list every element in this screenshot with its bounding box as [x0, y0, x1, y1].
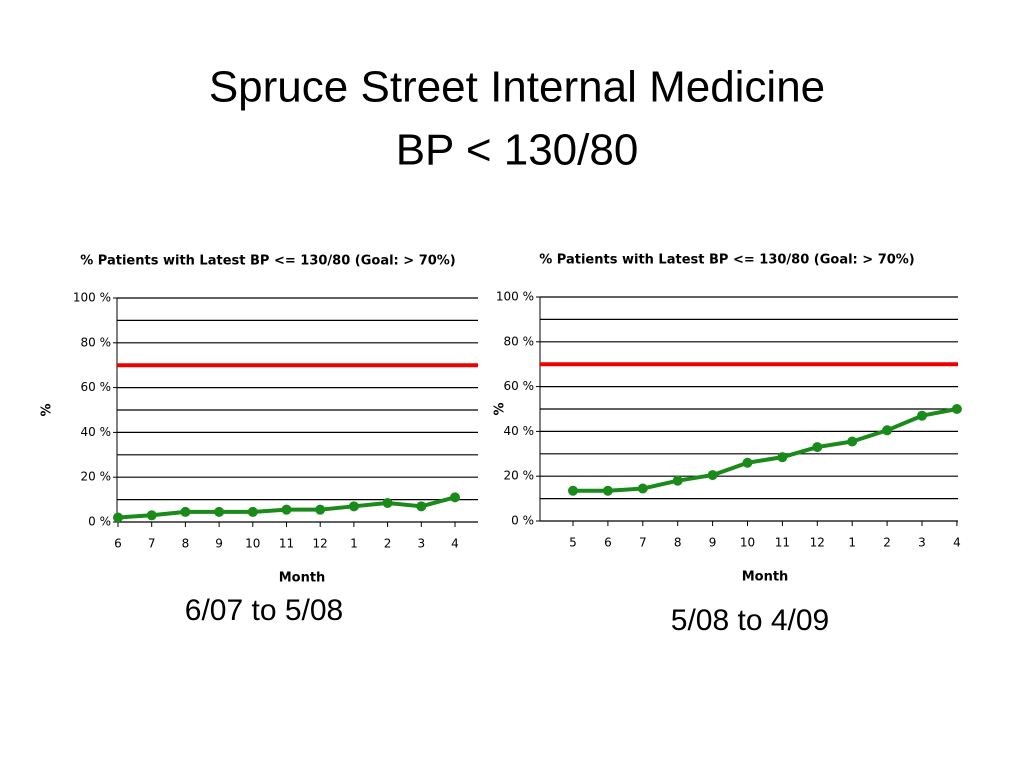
y-tick-label: 0 % — [88, 515, 111, 529]
slide-subtitle: BP < 130/80 — [396, 126, 639, 175]
data-point — [742, 457, 753, 468]
y-axis-label: % — [493, 402, 508, 415]
x-tick-label: 4 — [451, 537, 459, 551]
y-tick-label: 20 % — [504, 469, 535, 483]
data-point — [602, 485, 613, 496]
x-tick-label: 9 — [215, 537, 223, 551]
y-tick-label: 100 % — [73, 291, 111, 305]
x-tick-label: 10 — [245, 537, 260, 551]
x-tick-label: 11 — [775, 536, 790, 550]
x-tick-label: 1 — [350, 537, 358, 551]
x-tick-label: 12 — [810, 536, 825, 550]
y-tick-label: 0 % — [511, 514, 534, 528]
data-point — [637, 483, 648, 494]
data-point — [348, 501, 359, 512]
data-point — [917, 410, 927, 421]
x-tick-label: 6 — [114, 537, 122, 551]
data-point — [247, 506, 258, 517]
caption: 6/07 to 5/08 — [185, 594, 343, 627]
data-point — [882, 425, 893, 436]
y-tick-label: 100 % — [496, 290, 534, 304]
y-axis-label: % — [40, 403, 55, 416]
x-tick-label: 8 — [674, 536, 682, 550]
data-point — [707, 470, 718, 481]
data-point — [450, 492, 460, 503]
y-tick-label: 20 % — [81, 470, 112, 484]
data-point — [951, 404, 962, 414]
x-tick-label: 12 — [313, 537, 328, 551]
data-line — [573, 407, 958, 493]
data-point — [214, 506, 225, 517]
x-tick-label: 9 — [709, 536, 717, 550]
data-point — [568, 485, 578, 496]
data-point — [146, 510, 157, 521]
x-tick-label: 3 — [918, 536, 926, 550]
x-tick-label: 3 — [417, 537, 425, 551]
x-tick-label: 11 — [279, 537, 294, 551]
data-point — [847, 436, 858, 447]
x-axis-label: Month — [742, 570, 789, 585]
y-tick-label: 80 % — [504, 334, 535, 348]
x-tick-label: 4 — [953, 536, 961, 550]
chart-title: % Patients with Latest BP <= 130/80 (Goa… — [539, 253, 915, 268]
data-point — [382, 497, 393, 508]
y-tick-label: 60 % — [504, 379, 535, 393]
data-point — [315, 504, 326, 515]
x-tick-label: 8 — [182, 537, 190, 551]
slide-title: Spruce Street Internal Medicine — [209, 63, 825, 112]
x-tick-label: 5 — [569, 536, 577, 550]
chart-title: % Patients with Latest BP <= 130/80 (Goa… — [80, 254, 456, 269]
x-tick-label: 2 — [384, 537, 392, 551]
caption: 5/08 to 4/09 — [671, 604, 829, 637]
y-tick-label: 60 % — [81, 380, 112, 394]
x-tick-label: 1 — [848, 536, 856, 550]
data-point — [113, 512, 123, 523]
y-tick-label: 80 % — [81, 335, 112, 349]
data-point — [777, 452, 788, 463]
y-tick-label: 40 % — [504, 424, 535, 438]
x-tick-label: 6 — [604, 536, 612, 550]
x-tick-label: 7 — [148, 537, 156, 551]
data-point — [812, 442, 823, 453]
data-point — [416, 501, 427, 512]
x-tick-label: 7 — [639, 536, 647, 550]
data-point — [281, 504, 292, 515]
data-point — [672, 475, 683, 486]
y-tick-label: 40 % — [81, 425, 112, 439]
x-axis-label: Month — [279, 571, 326, 586]
x-tick-label: 10 — [740, 536, 755, 550]
data-point — [180, 506, 191, 517]
x-tick-label: 2 — [883, 536, 891, 550]
